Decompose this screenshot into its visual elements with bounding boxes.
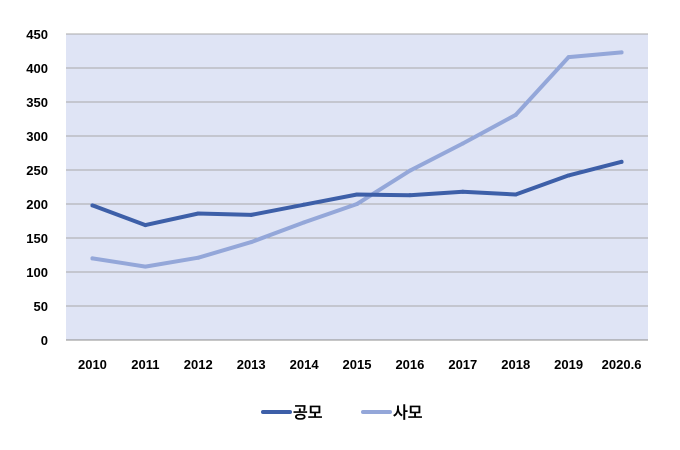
data-point-gongmo: [302, 202, 307, 207]
y-tick-label: 150: [26, 231, 48, 246]
data-point-gongmo: [619, 159, 624, 164]
y-tick-label: 100: [26, 265, 48, 280]
x-tick-label: 2012: [184, 357, 213, 372]
x-tick-label: 2017: [448, 357, 477, 372]
data-point-gongmo: [143, 223, 148, 228]
x-axis-tick-labels: 2010 2011 2012 2013 2014 2015 2016 2017 2018 2019…: [78, 357, 641, 372]
x-tick-label: 2016: [395, 357, 424, 372]
x-tick-label: 2011: [131, 357, 159, 372]
y-tick-label: 450: [26, 27, 48, 42]
legend-label-samo: 사모: [393, 404, 423, 422]
y-tick-label: 400: [26, 61, 48, 76]
y-tick-label: 300: [26, 129, 48, 144]
data-point-gongmo: [355, 192, 359, 197]
x-tick-label: 2018: [501, 357, 530, 372]
x-tick-label: 2020.6: [602, 357, 642, 372]
x-tick-label: 2010: [78, 357, 107, 372]
legend-label-gongmo: 공모: [293, 404, 323, 422]
y-tick-label: 250: [26, 163, 48, 178]
data-point-samo: [355, 202, 359, 206]
y-tick-label: 200: [26, 197, 48, 212]
data-point-gongmo: [90, 203, 95, 208]
legend: 공모 사모: [261, 404, 423, 422]
x-tick-label: 2015: [343, 357, 372, 372]
x-tick-label: 2019: [554, 357, 583, 372]
data-point-gongmo: [566, 173, 571, 178]
data-point-samo: [619, 50, 624, 55]
data-point-samo: [302, 220, 307, 225]
y-tick-label: 0: [41, 333, 48, 348]
data-point-samo: [513, 112, 518, 117]
data-point-gongmo: [407, 193, 412, 198]
data-point-samo: [407, 168, 412, 173]
data-point-samo: [143, 264, 148, 269]
series-lines: [90, 50, 624, 269]
data-point-samo: [566, 55, 571, 60]
data-point-samo: [90, 256, 95, 261]
data-point-gongmo: [460, 189, 465, 194]
x-tick-label: 2014: [290, 357, 320, 372]
y-tick-label: 50: [34, 299, 48, 314]
data-point-samo: [249, 240, 254, 245]
y-axis-tick-labels: 0 50 100 150 200 250 300 350 400 450: [26, 27, 48, 348]
x-tick-label: 2013: [237, 357, 266, 372]
data-point-gongmo: [249, 212, 254, 217]
data-point-samo: [460, 141, 465, 146]
data-point-gongmo: [196, 211, 201, 216]
plot-background: [66, 34, 648, 340]
data-point-samo: [196, 255, 201, 260]
data-point-gongmo: [513, 192, 518, 197]
y-tick-label: 350: [26, 95, 48, 110]
